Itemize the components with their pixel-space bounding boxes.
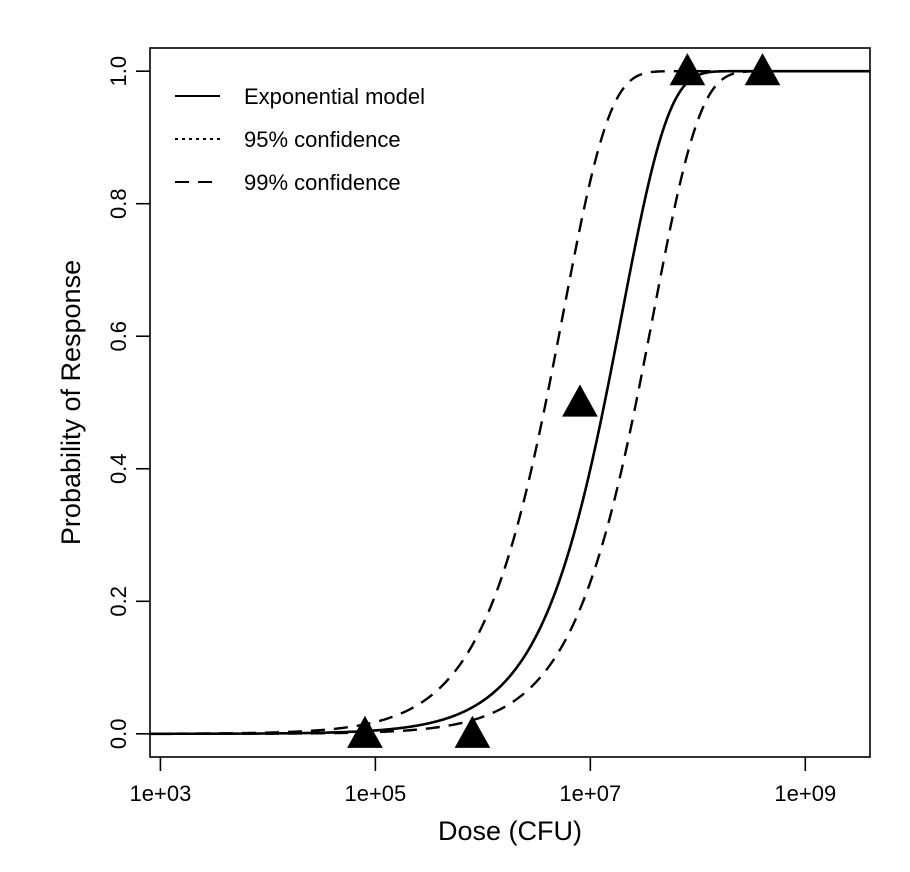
exponential-model-curve xyxy=(150,69,870,736)
y-tick-label: 0.4 xyxy=(106,453,131,484)
observed-point-triangle xyxy=(562,384,598,417)
x-tick-label: 1e+07 xyxy=(559,781,621,806)
observed-point-triangle xyxy=(744,53,781,86)
legend: Exponential model 95% confidence 99% con… xyxy=(175,84,425,195)
observed-points-layer xyxy=(347,53,781,748)
y-tick-label: 0.8 xyxy=(106,188,131,219)
y-tick-label: 0.6 xyxy=(106,321,131,352)
y-axis-title: Probability of Response xyxy=(56,260,86,545)
legend-label-95-confidence: 95% confidence xyxy=(244,127,401,152)
y-tick-label: 0.2 xyxy=(106,586,131,617)
legend-label-exponential-model: Exponential model xyxy=(244,84,425,109)
plot-frame xyxy=(149,47,871,758)
x-tick-label: 1e+05 xyxy=(344,781,406,806)
curves-layer xyxy=(150,69,870,736)
observed-point-triangle xyxy=(669,53,706,86)
axes-layer: 1e+03 1e+05 1e+07 1e+09 0.0 0.2 0.4 0.6 0.8 1.0 xyxy=(106,56,836,806)
x-tick-label: 1e+09 xyxy=(774,781,836,806)
y-tick-label: 0.0 xyxy=(106,719,131,750)
y-tick-label: 1.0 xyxy=(106,56,131,87)
x-axis-title: Dose (CFU) xyxy=(438,816,582,846)
observed-point-triangle xyxy=(347,715,383,748)
x-tick-label: 1e+03 xyxy=(130,781,192,806)
observed-point-triangle xyxy=(454,715,491,748)
legend-label-99-confidence: 99% confidence xyxy=(244,170,401,195)
